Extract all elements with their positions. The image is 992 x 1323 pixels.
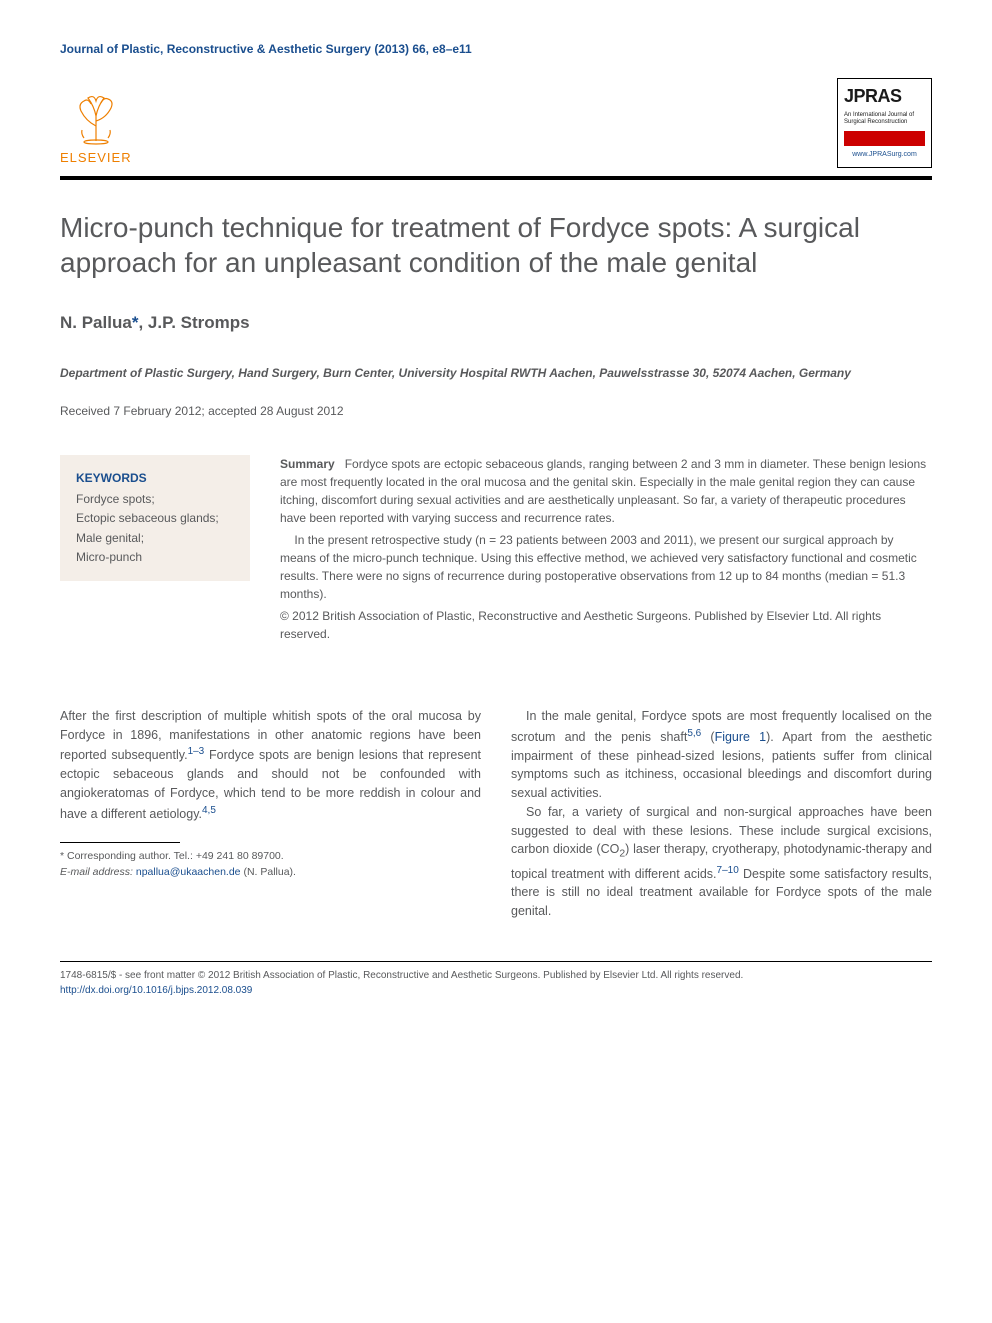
author-1[interactable]: N. Pallua (60, 313, 132, 332)
elsevier-logo[interactable]: ELSEVIER (60, 86, 132, 168)
summary-p2: In the present retrospective study (n = … (280, 531, 932, 603)
body-right-column: In the male genital, Fordyce spots are m… (511, 707, 932, 921)
footnote-text: (N. Pallua). (241, 866, 296, 878)
footnote-label: E-mail address: (60, 866, 136, 878)
ref-link[interactable]: 4,5 (202, 805, 216, 816)
doi-link[interactable]: http://dx.doi.org/10.1016/j.bjps.2012.08… (60, 985, 252, 996)
jpras-url: www.JPRASurg.com (844, 150, 925, 161)
footnote-tel: +49 241 80 89700. (196, 850, 284, 862)
corresponding-footnote: * Corresponding author. Tel.: +49 241 80… (60, 849, 481, 881)
elsevier-tree-icon (66, 86, 126, 146)
bottom-rule (60, 961, 932, 962)
logo-row: ELSEVIER JPRAS An International Journal … (60, 78, 932, 168)
summary-column: Summary Fordyce spots are ectopic sebace… (280, 455, 932, 647)
header-rule (60, 176, 932, 180)
article-title: Micro-punch technique for treatment of F… (60, 210, 932, 280)
body-right-p2: So far, a variety of surgical and non-su… (511, 803, 932, 921)
jpras-title: JPRAS (844, 83, 925, 110)
copyright-line: 1748-6815/$ - see front matter © 2012 Br… (60, 968, 932, 983)
keyword-item: Fordyce spots; (76, 490, 234, 509)
ref-link[interactable]: 5,6 (687, 728, 701, 739)
author-sep: , (138, 313, 147, 332)
ref-link[interactable]: 1–3 (188, 746, 205, 757)
journal-citation: Journal of Plastic, Reconstructive & Aes… (60, 40, 932, 58)
keywords-box: KEYWORDS Fordyce spots; Ectopic sebaceou… (60, 455, 250, 581)
body-text: ( (701, 730, 714, 744)
footnote-line2: E-mail address: npallua@ukaachen.de (N. … (60, 865, 481, 881)
ref-link[interactable]: 7–10 (717, 865, 739, 876)
email-link[interactable]: npallua@ukaachen.de (136, 866, 241, 878)
keywords-heading: KEYWORDS (76, 469, 234, 488)
footnote-line1: * Corresponding author. Tel.: +49 241 80… (60, 849, 481, 865)
footnote-text: * Corresponding author. Tel.: (60, 850, 196, 862)
summary-label: Summary (280, 457, 335, 471)
jpras-subtitle: An International Journal of Surgical Rec… (844, 112, 925, 125)
summary-p1-text: Fordyce spots are ectopic sebaceous glan… (280, 457, 926, 525)
jpras-logo[interactable]: JPRAS An International Journal of Surgic… (837, 78, 932, 168)
footnote-rule (60, 842, 180, 843)
body-columns: After the first description of multiple … (60, 707, 932, 921)
article-dates: Received 7 February 2012; accepted 28 Au… (60, 402, 932, 420)
body-left-p1: After the first description of multiple … (60, 707, 481, 824)
keyword-item: Ectopic sebaceous glands; (76, 509, 234, 528)
figure-link[interactable]: Figure 1 (715, 730, 767, 744)
copyright-block: 1748-6815/$ - see front matter © 2012 Br… (60, 968, 932, 998)
jpras-banner (844, 131, 925, 146)
author-2[interactable]: J.P. Stromps (148, 313, 250, 332)
summary-p1: Summary Fordyce spots are ectopic sebace… (280, 455, 932, 527)
body-left-column: After the first description of multiple … (60, 707, 481, 921)
elsevier-label: ELSEVIER (60, 148, 132, 168)
summary-copyright: © 2012 British Association of Plastic, R… (280, 607, 932, 643)
keyword-item: Male genital; (76, 529, 234, 548)
body-right-p1: In the male genital, Fordyce spots are m… (511, 707, 932, 803)
authors: N. Pallua*, J.P. Stromps (60, 310, 932, 336)
keyword-item: Micro-punch (76, 548, 234, 567)
abstract-block: KEYWORDS Fordyce spots; Ectopic sebaceou… (60, 455, 932, 647)
affiliation: Department of Plastic Surgery, Hand Surg… (60, 365, 932, 382)
